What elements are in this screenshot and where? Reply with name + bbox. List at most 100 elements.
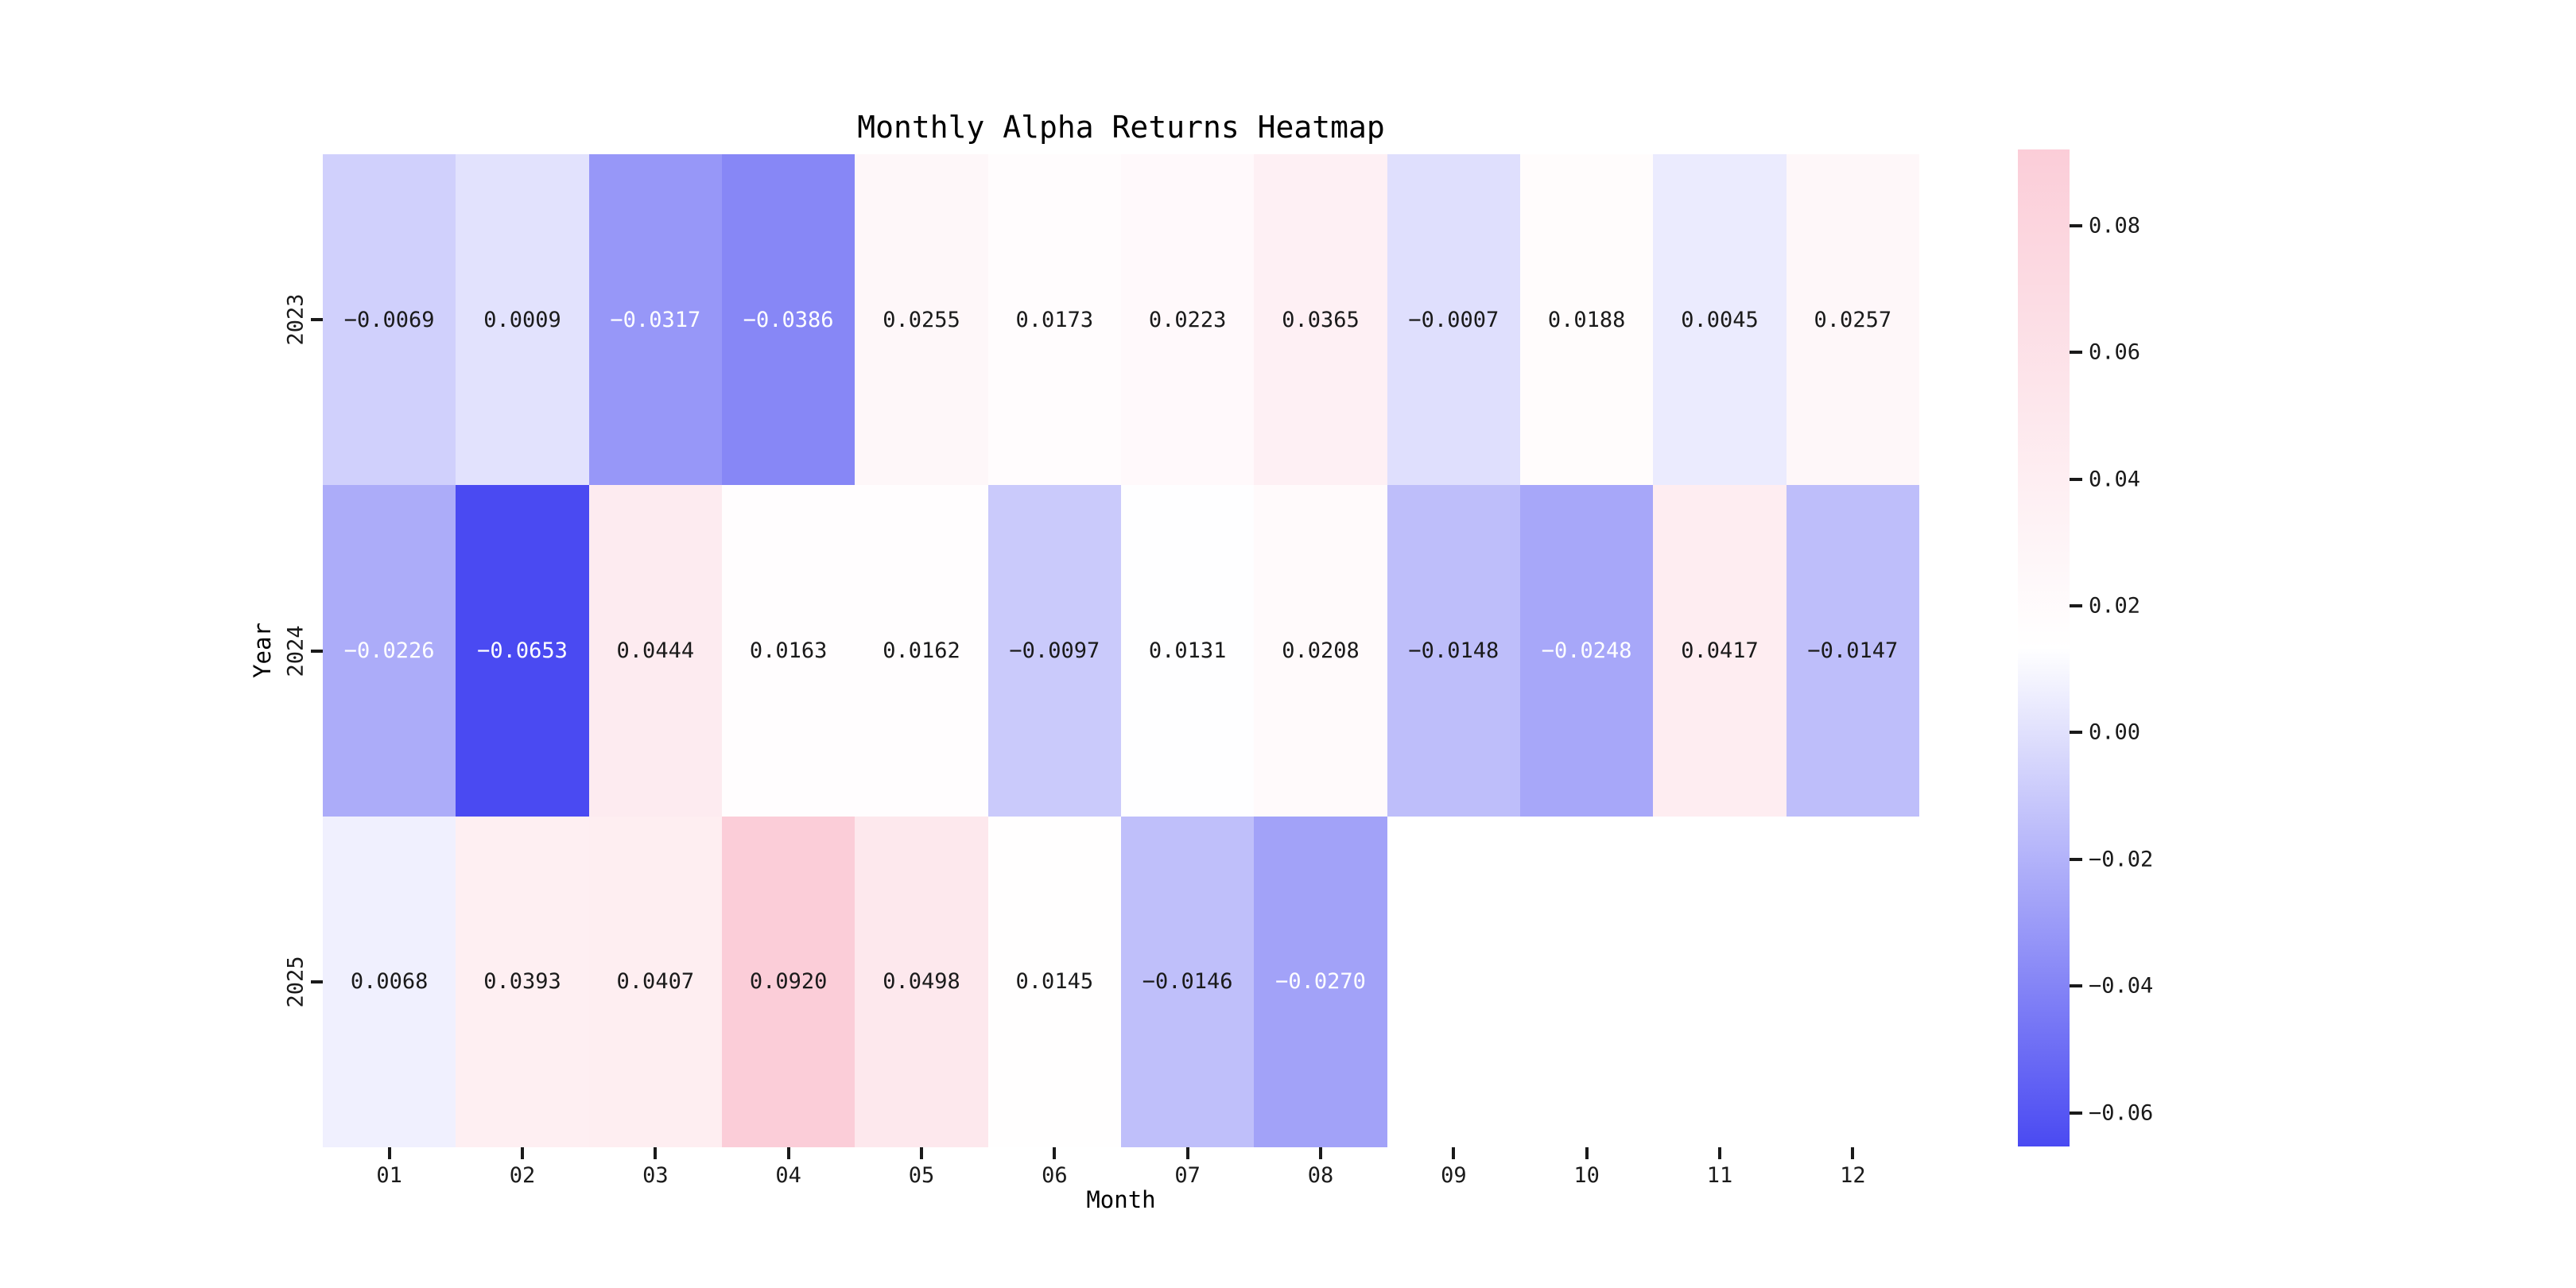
x-tick-mark <box>654 1147 658 1159</box>
chart-title: Monthly Alpha Returns Heatmap <box>857 110 1385 145</box>
x-tick-label: 07 <box>1174 1163 1201 1188</box>
heatmap-cell: 0.0393 <box>456 816 589 1147</box>
heatmap-cell: 0.0407 <box>588 816 722 1147</box>
y-axis-label: Year <box>249 623 276 678</box>
y-tick-mark <box>311 980 323 983</box>
x-tick-label: 12 <box>1840 1163 1866 1188</box>
heatmap-cell: 0.0498 <box>855 816 988 1147</box>
heatmap-cell: −0.0226 <box>323 485 456 817</box>
cell-value: 0.0255 <box>883 307 960 332</box>
y-tick-label: 2025 <box>283 956 308 1008</box>
heatmap-cell: 0.0173 <box>987 154 1121 486</box>
cell-value: −0.0147 <box>1807 638 1899 663</box>
heatmap-cell: 0.0163 <box>721 485 855 817</box>
colorbar-tick-label: 0.06 <box>2089 339 2141 365</box>
colorbar-tick-label: 0.00 <box>2089 720 2141 745</box>
cell-value: 0.0393 <box>483 969 561 995</box>
heatmap-cell: −0.0148 <box>1387 485 1520 817</box>
x-tick-mark <box>1585 1147 1589 1159</box>
colorbar-tick-label: 0.08 <box>2089 213 2141 239</box>
y-tick-mark <box>311 318 323 322</box>
colorbar-tick-mark <box>2070 731 2082 735</box>
x-tick-mark <box>1185 1147 1189 1159</box>
x-tick-label: 09 <box>1441 1163 1467 1188</box>
x-tick-mark <box>521 1147 524 1159</box>
x-tick-mark <box>1851 1147 1855 1159</box>
heatmap-cell: 0.0162 <box>855 485 988 817</box>
colorbar-tick-label: −0.04 <box>2089 973 2154 999</box>
heatmap-cell: −0.0248 <box>1519 485 1654 817</box>
heatmap-cell: 0.0068 <box>323 816 456 1147</box>
heatmap-cell: −0.0270 <box>1254 816 1387 1147</box>
x-tick-mark <box>1319 1147 1322 1159</box>
cell-value: 0.0188 <box>1547 307 1626 332</box>
heatmap-cell: 0.0045 <box>1653 154 1787 486</box>
x-tick-label: 08 <box>1307 1163 1334 1188</box>
colorbar-tick-mark <box>2070 857 2082 861</box>
colorbar-tick-label: −0.02 <box>2089 847 2154 872</box>
x-tick-label: 10 <box>1573 1163 1600 1188</box>
cell-value: 0.0163 <box>749 638 828 663</box>
cell-value: 0.0365 <box>1282 307 1360 332</box>
colorbar-gradient <box>2018 149 2070 1146</box>
heatmap-cell: −0.0146 <box>1120 816 1255 1147</box>
x-tick-mark <box>1053 1147 1057 1159</box>
heatmap-cell: −0.0317 <box>588 154 722 486</box>
x-tick-mark <box>1718 1147 1721 1159</box>
cell-value: 0.0417 <box>1681 638 1759 663</box>
cell-value: −0.0270 <box>1275 969 1366 995</box>
heatmap-cell <box>1519 816 1654 1147</box>
y-tick-mark <box>311 649 323 653</box>
y-tick-label: 2023 <box>283 293 308 346</box>
colorbar-tick-mark <box>2070 984 2082 988</box>
x-tick-mark <box>1452 1147 1456 1159</box>
heatmap-cell: 0.0145 <box>987 816 1121 1147</box>
x-tick-mark <box>920 1147 923 1159</box>
cell-value: 0.0009 <box>483 307 561 332</box>
x-tick-mark <box>786 1147 790 1159</box>
colorbar-tick-mark <box>2070 351 2082 355</box>
heatmap-cell: 0.0223 <box>1120 154 1255 486</box>
cell-value: 0.0173 <box>1015 307 1094 332</box>
x-tick-label: 04 <box>775 1163 801 1188</box>
cell-value: 0.0208 <box>1282 638 1360 663</box>
cell-value: −0.0148 <box>1408 638 1499 663</box>
x-tick-label: 11 <box>1706 1163 1733 1188</box>
cell-value: 0.0068 <box>350 969 429 995</box>
cell-value: 0.0223 <box>1148 307 1227 332</box>
heatmap-cell: −0.0386 <box>721 154 855 486</box>
colorbar-tick-mark <box>2070 223 2082 227</box>
cell-value: −0.0386 <box>743 307 834 332</box>
cell-value: 0.0257 <box>1814 307 1892 332</box>
x-tick-label: 03 <box>642 1163 669 1188</box>
y-tick-label: 2024 <box>283 624 308 677</box>
x-tick-label: 02 <box>509 1163 536 1188</box>
colorbar-tick-label: 0.04 <box>2089 467 2141 492</box>
cell-value: −0.0317 <box>610 307 701 332</box>
heatmap-cell: 0.0131 <box>1120 485 1255 817</box>
heatmap-cell: 0.0188 <box>1519 154 1654 486</box>
heatmap-cell: −0.0069 <box>323 154 456 486</box>
x-tick-label: 06 <box>1042 1163 1068 1188</box>
cell-value: −0.0097 <box>1009 638 1100 663</box>
heatmap-cell: 0.0365 <box>1254 154 1387 486</box>
colorbar-tick-label: 0.02 <box>2089 593 2141 619</box>
cell-value: 0.0162 <box>883 638 960 663</box>
heatmap-cell: 0.0920 <box>721 816 855 1147</box>
x-tick-label: 05 <box>908 1163 935 1188</box>
cell-value: 0.0131 <box>1148 638 1227 663</box>
cell-value: −0.0226 <box>343 638 435 663</box>
colorbar-tick-label: −0.06 <box>2089 1100 2154 1126</box>
cell-value: 0.0498 <box>883 969 960 995</box>
heatmap-cell: 0.0208 <box>1254 485 1387 817</box>
cell-value: 0.0444 <box>616 638 695 663</box>
heatmap-grid: −0.0069 0.0009 −0.0317 −0.0386 0.0255 0.0173 0… <box>323 154 1919 1147</box>
colorbar-tick-mark <box>2070 603 2082 607</box>
cell-value: 0.0407 <box>616 969 695 995</box>
heatmap-cell: −0.0653 <box>456 485 589 817</box>
heatmap-cell: 0.0257 <box>1786 154 1919 486</box>
heatmap-cell <box>1786 816 1919 1147</box>
heatmap-cell <box>1387 816 1520 1147</box>
cell-value: −0.0653 <box>477 638 568 663</box>
